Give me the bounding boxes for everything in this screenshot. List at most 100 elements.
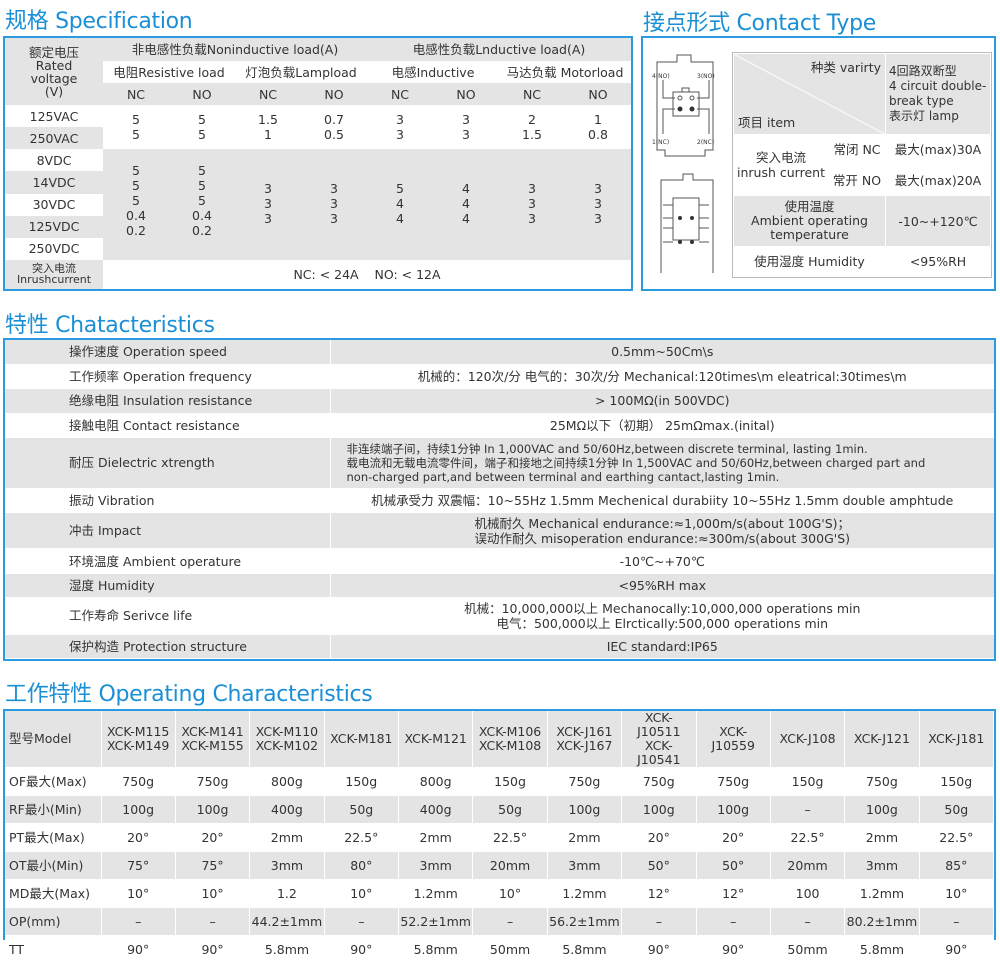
- parameter-value: –: [324, 907, 400, 936]
- parameter-value: 150g: [472, 767, 548, 796]
- parameter-value: 150g: [324, 767, 400, 796]
- parameter-value: 750g: [621, 767, 697, 796]
- characteristic-label: 工作频率 Operation frequency: [5, 364, 331, 390]
- characteristic-label: 接触电阻 Contact resistance: [5, 413, 331, 438]
- parameter-value: 400g: [249, 795, 325, 824]
- contact-type-table: 种类 varirty 项目 item 4回路双断型 4 circuit doub…: [733, 53, 991, 277]
- parameter-value: 100g: [101, 795, 176, 824]
- parameter-value: 80.2±1mm: [844, 907, 920, 936]
- parameter-value: 50mm: [770, 935, 846, 964]
- voltage-label: 14VDC: [5, 171, 103, 194]
- parameter-value: 20°: [175, 823, 251, 852]
- parameter-value: 5.8mm: [844, 935, 920, 964]
- ac-value-cell: 1 0.8: [565, 105, 631, 150]
- model-header: 型号Model: [5, 711, 102, 768]
- parameter-value: 22.5°: [770, 823, 846, 852]
- model-column-header: XCK-M110 XCK-M102: [249, 711, 325, 768]
- variety-value: 4回路双断型 4 circuit double- break type 表示灯 …: [885, 53, 991, 135]
- item-label: 项目 item: [738, 114, 796, 130]
- characteristic-label: 冲击 Impact: [5, 512, 331, 550]
- nc-value: 最大(max)30A: [885, 133, 991, 166]
- parameter-label: RF最小(Min): [5, 795, 102, 824]
- parameter-value: 50g: [919, 795, 995, 824]
- model-column-header: XCK-J181: [919, 711, 995, 768]
- inductive-sub-header: 电感Inductive: [367, 61, 499, 84]
- parameter-value: –: [919, 907, 995, 936]
- characteristic-row: 工作频率 Operation frequency 机械的：120次/分 电气的：3…: [5, 364, 994, 390]
- parameter-value: 100g: [621, 795, 697, 824]
- operating-panel: 型号Model XCK-M115 XCK-M149 XCK-M141 XCK-M15…: [3, 709, 996, 964]
- parameter-value: 20mm: [770, 851, 846, 880]
- model-column-header: XCK-J161 XCK-J167: [547, 711, 623, 768]
- characteristic-row: 湿度 Humidity <95%RH max: [5, 573, 994, 599]
- parameter-value: 90°: [324, 935, 400, 964]
- characteristic-row: 环境温度 Ambient operature -10℃~+70℃: [5, 548, 994, 574]
- ac-value-cell: 0.7 0.5: [301, 105, 367, 150]
- ac-value-cell: 3 3: [367, 105, 433, 150]
- parameter-value: 22.5°: [472, 823, 548, 852]
- voltage-label: 250VAC: [5, 127, 103, 150]
- characteristic-value: 0.5mm~50Cm\s: [330, 340, 994, 365]
- parameter-value: 10°: [175, 879, 251, 908]
- parameter-value: –: [175, 907, 251, 936]
- parameter-value: 750g: [101, 767, 176, 796]
- parameter-value: 2mm: [398, 823, 474, 852]
- parameter-value: 1.2mm: [547, 879, 623, 908]
- ac-value-cell: 5 5: [103, 105, 169, 150]
- parameter-value: 2mm: [844, 823, 920, 852]
- parameter-value: –: [101, 907, 176, 936]
- voltage-label: 250VDC: [5, 237, 103, 260]
- parameter-value: 5.8mm: [249, 935, 325, 964]
- specification-panel: 额定电压 Rated voltage (V) 非电感性负载Noninductiv…: [3, 36, 633, 291]
- nc-label: 常闭 NC: [828, 133, 886, 166]
- parameter-value: 800g: [398, 767, 474, 796]
- no-value: 最大(max)20A: [885, 164, 991, 197]
- characteristic-row: 接触电阻 Contact resistance 25MΩ以下（初期） 25mΩma…: [5, 413, 994, 438]
- parameter-value: 90°: [175, 935, 251, 964]
- nc-no-header: NC: [103, 83, 169, 106]
- characteristic-row: 振动 Vibration 机械承受力 双震幅：10~55Hz 1.5mm Mech…: [5, 488, 994, 513]
- contact-type-title: 接点形式 Contact Type: [643, 11, 877, 36]
- parameter-value: 750g: [696, 767, 771, 796]
- nc-no-header: NO: [433, 83, 499, 106]
- inductive-header: 电感性负载Lnductive load(A): [367, 38, 631, 62]
- parameter-value: 10°: [472, 879, 548, 908]
- characteristics-table: 操作速度 Operation speed 0.5mm~50Cm\s 工作频率 Ope…: [5, 340, 994, 660]
- no-label: 常开 NO: [828, 164, 886, 197]
- humidity-value: <95%RH: [885, 246, 991, 277]
- ac-value-cell: 2 1.5: [499, 105, 565, 150]
- nc-no-header: NO: [565, 83, 631, 106]
- parameter-value: 56.2±1mm: [547, 907, 623, 936]
- model-column-header: XCK-J10559: [696, 711, 771, 768]
- pin-label: 3(NO): [697, 73, 715, 80]
- nc-no-header: NC: [499, 83, 565, 106]
- characteristic-value: > 100MΩ(in 500VDC): [330, 388, 994, 414]
- operating-row: MD最大(Max) 10° 10° 1.2 10° 1.2mm 10° 1.2mm 12° 12°…: [5, 879, 995, 908]
- voltage-label: 30VDC: [5, 193, 103, 216]
- parameter-value: –: [770, 907, 846, 936]
- model-column-header: XCK-M121: [398, 711, 474, 768]
- parameter-value: 3mm: [249, 851, 325, 880]
- operating-row: TT 90° 90° 5.8mm 90° 5.8mm 50mm 5.8mm 90° 90° 50mm…: [5, 935, 995, 964]
- parameter-value: 10°: [101, 879, 176, 908]
- parameter-value: –: [472, 907, 548, 936]
- parameter-value: 2mm: [547, 823, 623, 852]
- parameter-value: 100g: [175, 795, 251, 824]
- inrush-current-label: 突入电流 inrush current: [733, 133, 829, 197]
- characteristics-panel: 操作速度 Operation speed 0.5mm~50Cm\s 工作频率 Ope…: [3, 338, 996, 661]
- motor-header: 马达负载 Motorload: [499, 61, 631, 84]
- model-column-header: XCK-M181: [324, 711, 400, 768]
- dc-value-cell: 3 3 3: [235, 149, 301, 260]
- model-column-header: XCK-M115 XCK-M149: [101, 711, 176, 768]
- parameter-value: 12°: [696, 879, 771, 908]
- characteristic-value: 机械：10,000,000以上 Mechanocally:10,000,000 …: [330, 597, 994, 635]
- parameter-label: PT最大(Max): [5, 823, 102, 852]
- parameter-value: 50mm: [472, 935, 548, 964]
- parameter-value: 22.5°: [324, 823, 400, 852]
- parameter-value: 5.8mm: [398, 935, 474, 964]
- parameter-value: 12°: [621, 879, 697, 908]
- characteristic-row: 冲击 Impact 机械耐久 Mechanical endurance:≈1,00…: [5, 512, 994, 550]
- parameter-value: 90°: [696, 935, 771, 964]
- parameter-value: 20°: [101, 823, 176, 852]
- parameter-value: 750g: [844, 767, 920, 796]
